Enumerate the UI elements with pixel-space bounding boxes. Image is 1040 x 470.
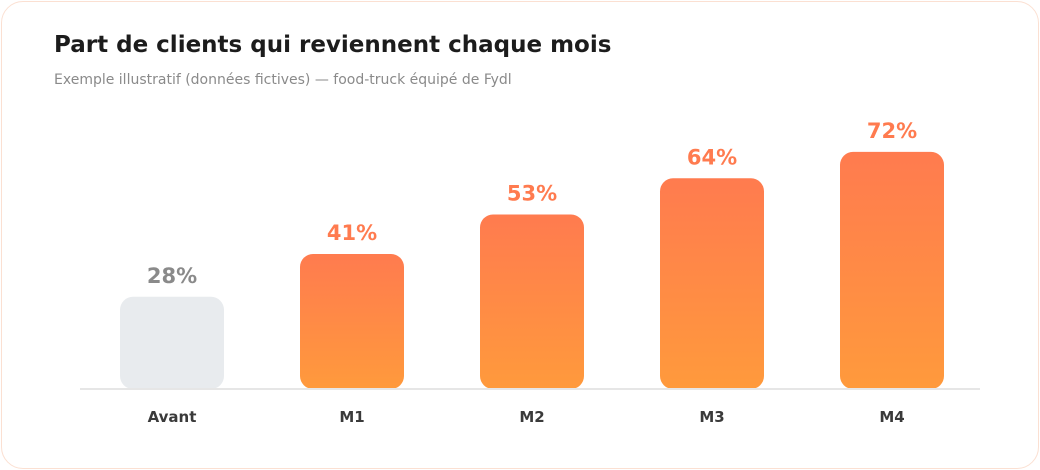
value-label-m4: 72% (867, 119, 917, 143)
category-label-avant: Avant (148, 408, 197, 426)
category-label-m2: M2 (519, 408, 544, 426)
category-label-m3: M3 (699, 408, 724, 426)
value-label-avant: 28% (147, 264, 197, 288)
bar-m2 (480, 214, 584, 389)
bar-m1 (300, 254, 404, 389)
bar-avant (120, 296, 224, 389)
value-label-m3: 64% (687, 145, 737, 169)
bar-m4 (840, 151, 944, 389)
chart-subtitle: Exemple illustratif (données fictives) —… (54, 72, 512, 88)
bar-m3 (660, 178, 764, 389)
category-label-m1: M1 (339, 408, 364, 426)
value-label-m1: 41% (327, 221, 377, 245)
chart-title: Part de clients qui reviennent chaque mo… (54, 32, 612, 58)
category-label-m4: M4 (879, 408, 904, 426)
value-label-m2: 53% (507, 181, 557, 205)
